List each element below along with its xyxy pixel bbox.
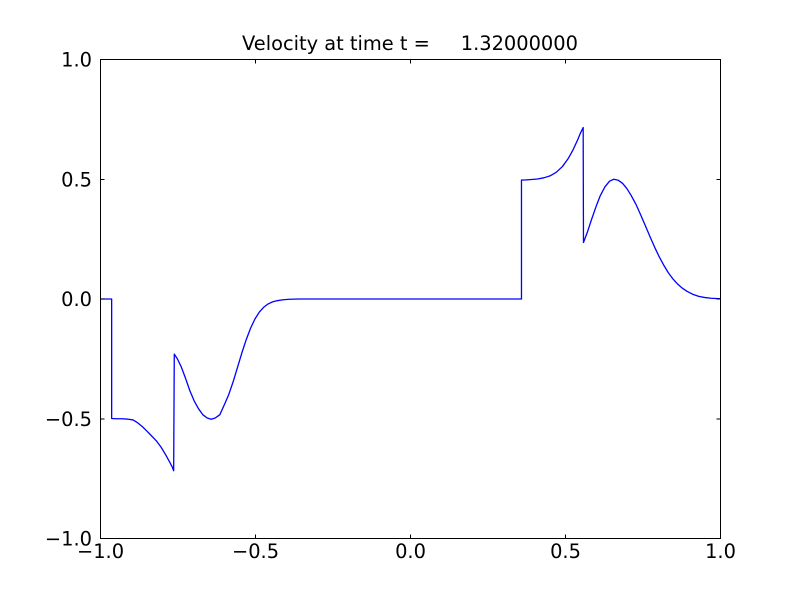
y-tick-label: −1.0 (45, 528, 92, 551)
chart-title: Velocity at time t = 1.32000000 (242, 32, 578, 55)
x-tick-label: 0.0 (395, 540, 426, 563)
y-tick-label: 0.5 (61, 168, 92, 191)
axis-ticks (100, 59, 721, 539)
y-tick-label: −0.5 (45, 408, 92, 431)
x-tick-label: 0.5 (550, 540, 581, 563)
y-tick-label: 1.0 (61, 49, 92, 72)
velocity-series-line (100, 126, 721, 472)
x-tick-label: −1.0 (77, 540, 124, 563)
axis-tick-labels: −1.0 −0.5 0.0 0.5 1.0 −1.0 −0.5 0.0 0.5 1.0 (45, 49, 736, 564)
x-tick-label: 1.0 (705, 540, 736, 563)
y-tick-label: 0.0 (61, 288, 92, 311)
x-tick-label: −0.5 (232, 540, 279, 563)
